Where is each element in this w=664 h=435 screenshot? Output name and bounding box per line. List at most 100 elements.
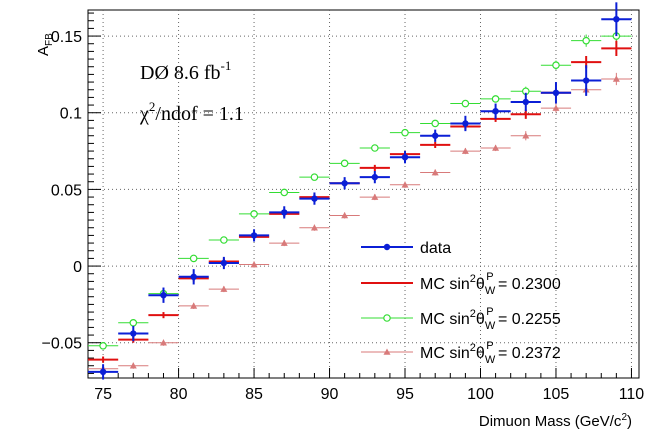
y-tick-label: 0.05 <box>51 182 82 199</box>
x-tick-label: 95 <box>396 386 414 403</box>
mc-point <box>491 95 500 103</box>
x-tick-label: 90 <box>321 386 339 403</box>
legend-sup: 2 <box>470 342 476 354</box>
data-point <box>341 180 348 187</box>
series-circle <box>88 29 632 350</box>
data-point <box>492 108 499 115</box>
mc-point <box>220 236 228 244</box>
legend-sub: W <box>485 354 496 366</box>
legend-sup: P <box>486 340 493 352</box>
legend-theta: θ <box>476 311 485 328</box>
y-tick-label: 0.15 <box>51 29 82 46</box>
mc-point <box>129 318 138 327</box>
series-layer <box>88 2 632 380</box>
y-axis: −0.05 0 0.05 0.1 0.15 <box>42 12 101 374</box>
fit-quality-label: χ2/ndof = 1.1 <box>139 99 244 125</box>
legend-label: MC sin2θWP = 0.2255 <box>420 306 561 332</box>
legend-label-value: = 0.2255 <box>494 311 561 328</box>
experiment-label: DØ 8.6 fb-1 <box>140 58 231 84</box>
mc-point <box>383 314 391 322</box>
data-point <box>190 273 197 280</box>
data-point <box>613 16 620 23</box>
mc-point <box>189 254 198 263</box>
x-axis-label: Dimuon Mass (GeV/c2) <box>479 412 632 430</box>
mc-point <box>310 173 319 181</box>
data-point <box>401 154 409 161</box>
mc-point <box>612 75 620 82</box>
mc-point <box>129 362 137 369</box>
fit-quality-value: /ndof = 1.1 <box>155 103 244 125</box>
mc-point <box>341 211 349 219</box>
y-axis-label: AFB <box>35 33 55 56</box>
legend-label-value: = 0.2372 <box>494 345 561 362</box>
data-point <box>130 330 137 337</box>
x-axis: 75 80 85 90 95 100 105 110 <box>87 368 645 403</box>
data-point <box>160 292 167 299</box>
data-point <box>552 89 560 97</box>
data-point <box>432 132 439 139</box>
mc-point <box>280 239 288 246</box>
mc-point <box>431 119 440 128</box>
legend-sup: 2 <box>470 273 476 285</box>
mc-point <box>461 147 469 154</box>
x-tick-label: 100 <box>467 386 494 403</box>
legend-item: data <box>361 240 451 257</box>
y-tick-label: 0 <box>73 259 82 276</box>
legend-sub: W <box>485 285 496 297</box>
series-data <box>88 2 632 380</box>
mc-point <box>371 193 379 200</box>
data-point <box>383 243 391 251</box>
mc-point <box>383 348 391 355</box>
x-tick-label: 85 <box>245 386 263 403</box>
legend-item: MC sin2θWP = 0.2372 <box>361 340 561 366</box>
legend-theta: θ <box>476 345 485 362</box>
mc-point <box>431 169 439 176</box>
legend-label-prefix: MC sin <box>420 311 470 328</box>
data-point <box>462 120 469 127</box>
data-point <box>582 77 590 84</box>
legend-sub: W <box>485 320 496 332</box>
mc-point <box>99 341 107 350</box>
mc-point <box>190 302 198 309</box>
plot-frame <box>87 9 640 379</box>
data-point <box>371 173 379 181</box>
grid <box>88 10 639 378</box>
data-point <box>522 98 529 106</box>
data-point <box>281 209 288 216</box>
data-point <box>250 232 258 239</box>
x-tick-label: 80 <box>170 386 188 403</box>
mc-point <box>552 104 560 111</box>
mc-point <box>340 159 349 168</box>
series-triangle <box>88 72 632 372</box>
mc-point <box>401 128 409 137</box>
y-tick-label: 0.1 <box>60 106 82 123</box>
legend-label: data <box>420 240 451 257</box>
legend-sup: 2 <box>470 308 476 320</box>
legend-item: MC sin2θWP = 0.2300 <box>361 271 561 297</box>
mc-point <box>401 181 409 188</box>
mc-point <box>492 144 500 151</box>
x-tick-label: 105 <box>543 386 570 403</box>
mc-point <box>552 61 560 69</box>
mc-point <box>280 188 289 197</box>
mc-point <box>159 339 167 346</box>
mc-point <box>461 99 470 108</box>
legend-theta: θ <box>476 276 485 293</box>
mc-point <box>310 224 318 231</box>
luminosity-exponent: -1 <box>221 58 232 73</box>
legend-label-prefix: data <box>420 240 451 257</box>
legend-label: MC sin2θWP = 0.2300 <box>420 271 561 297</box>
legend-item: MC sin2θWP = 0.2255 <box>361 306 561 332</box>
y-axis-label-sub: FB <box>44 33 55 46</box>
mc-point <box>250 261 258 268</box>
mc-point <box>371 144 379 152</box>
data-point <box>311 195 318 202</box>
legend-label-value: = 0.2300 <box>494 276 561 293</box>
mc-point <box>250 210 258 218</box>
x-tick-label: 110 <box>619 386 645 403</box>
mc-point <box>220 285 228 292</box>
legend-label-prefix: MC sin <box>420 345 470 362</box>
legend-sup: P <box>486 306 493 318</box>
